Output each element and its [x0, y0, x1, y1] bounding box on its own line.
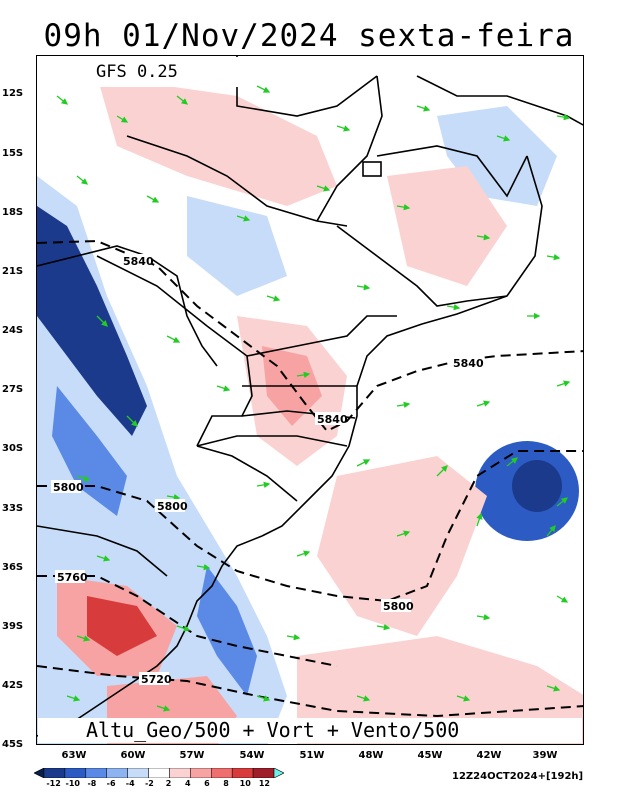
colorbar-arrow-right [273, 768, 284, 778]
colorbar-cell [211, 768, 233, 778]
border-north [236, 56, 378, 117]
colorbar-cell [43, 768, 66, 778]
border-sao-paulo [246, 315, 397, 357]
geopotential-contours [37, 239, 583, 718]
contour-label-5720: 5720 [141, 673, 172, 686]
vorticity-field [37, 76, 583, 744]
lat-label-33s: 33S [2, 503, 24, 514]
contour-label-5800-c: 5800 [383, 600, 414, 613]
vort-positive-southeast [317, 456, 487, 636]
border-paraguay [96, 255, 253, 447]
colorbar-cell [64, 768, 87, 778]
vort-positive-northeast [387, 166, 507, 286]
wind-vectors [56, 85, 571, 712]
lon-label-57w: 57W [179, 750, 205, 761]
colorbar-tick-label: -4 [125, 779, 135, 788]
contour-5720 [37, 665, 583, 718]
lon-label-42w: 42W [476, 750, 502, 761]
vort-positive-southwest-core [87, 596, 157, 656]
lon-label-54w: 54W [239, 750, 265, 761]
colorbar-tick-label: 12 [258, 779, 270, 788]
coastline-brazil [261, 155, 543, 537]
lat-label-45s: 45S [2, 739, 24, 750]
contour-label-5760: 5760 [57, 571, 88, 584]
lon-label-45w: 45W [417, 750, 443, 761]
lon-label-63w: 63W [61, 750, 87, 761]
colorbar-cell [231, 768, 254, 778]
colorbar-tick-label: 4 [184, 779, 191, 788]
colorbar-cell [106, 768, 128, 778]
colorbar-tick-label: 8 [223, 779, 229, 788]
lat-label-42s: 42S [2, 680, 24, 691]
contour-label-5800-b: 5800 [157, 500, 188, 513]
colorbar-cell [252, 768, 275, 778]
map-area: 5840 5840 5840 5800 5800 5800 5760 5720 [36, 55, 584, 745]
border-rs [196, 435, 348, 447]
colorbar-tick-label: 2 [165, 779, 172, 788]
border-goias [316, 75, 383, 222]
colorbar-tick-label: -8 [87, 779, 97, 788]
colorbar-cell [190, 768, 212, 778]
lon-label-60w: 60W [120, 750, 146, 761]
lat-label-36s: 36S [2, 562, 24, 573]
lat-label-27s: 27S [2, 384, 24, 395]
lat-label-30s: 30S [2, 443, 24, 454]
vort-negative-strip-west [52, 386, 127, 516]
vort-mixed-north [97, 76, 337, 206]
contour-label-5840-b: 5840 [453, 357, 484, 370]
colorbar-tick-label: 6 [204, 779, 210, 788]
colorbar-tick-label: -2 [144, 779, 154, 788]
contour-label-5840-a: 5840 [123, 255, 154, 268]
colorbar-tick-label: 10 [239, 779, 251, 788]
contour-labels: 5840 5840 5840 5800 5800 5800 5760 5720 [51, 254, 484, 686]
border-mato-grosso [126, 135, 348, 227]
model-label: GFS 0.25 [38, 57, 254, 87]
border-ne [416, 75, 583, 126]
colorbar-tick-label: -10 [65, 779, 80, 788]
contour-label-5840-c: 5840 [317, 413, 348, 426]
border-west-bolivia [37, 245, 218, 367]
vort-positive-far-south [297, 636, 583, 744]
contour-5800 [37, 450, 583, 603]
run-info: 12Z24OCT2024+[192h] [452, 771, 584, 782]
lat-label-24s: 24S [2, 325, 24, 336]
lat-label-15s: 15S [2, 148, 24, 159]
map-canvas: 5840 5840 5840 5800 5800 5800 5760 5720 [37, 56, 583, 744]
federal-district [362, 161, 382, 177]
colorbar-cell [148, 768, 170, 778]
lat-label-39s: 39S [2, 621, 24, 632]
vort-negative-core-west [37, 206, 147, 436]
colorbar-cell [169, 768, 191, 778]
product-label: Altu_Geo/500 + Vort + Vento/500 [38, 718, 582, 743]
contour-5760 [37, 575, 338, 667]
contour-label-5800-a: 5800 [53, 481, 84, 494]
vort-negative-strip-south [197, 566, 257, 696]
border-minas [336, 225, 508, 307]
colorbar-cell [85, 768, 107, 778]
lon-label-51w: 51W [299, 750, 325, 761]
vort-negative-ne-core [512, 460, 562, 512]
border-argentina-chile [37, 525, 168, 577]
lon-label-48w: 48W [358, 750, 384, 761]
lon-label-39w: 39W [532, 750, 558, 761]
vort-negative-north [187, 196, 287, 296]
contour-5840 [37, 239, 583, 433]
lat-label-21s: 21S [2, 266, 24, 277]
border-bahia [376, 145, 528, 198]
border-argentina-brazil [196, 445, 298, 502]
vorticity-colorbar [34, 768, 284, 778]
chart-title: 09h 01/Nov/2024 sexta-feira [43, 18, 575, 54]
lat-label-12s: 12S [2, 88, 24, 99]
colorbar-tick-label: -12 [46, 779, 61, 788]
colorbar-cell [127, 768, 149, 778]
colorbar-tick-label: -6 [106, 779, 116, 788]
colorbar-arrow-left [34, 768, 45, 778]
lat-label-18s: 18S [2, 207, 24, 218]
